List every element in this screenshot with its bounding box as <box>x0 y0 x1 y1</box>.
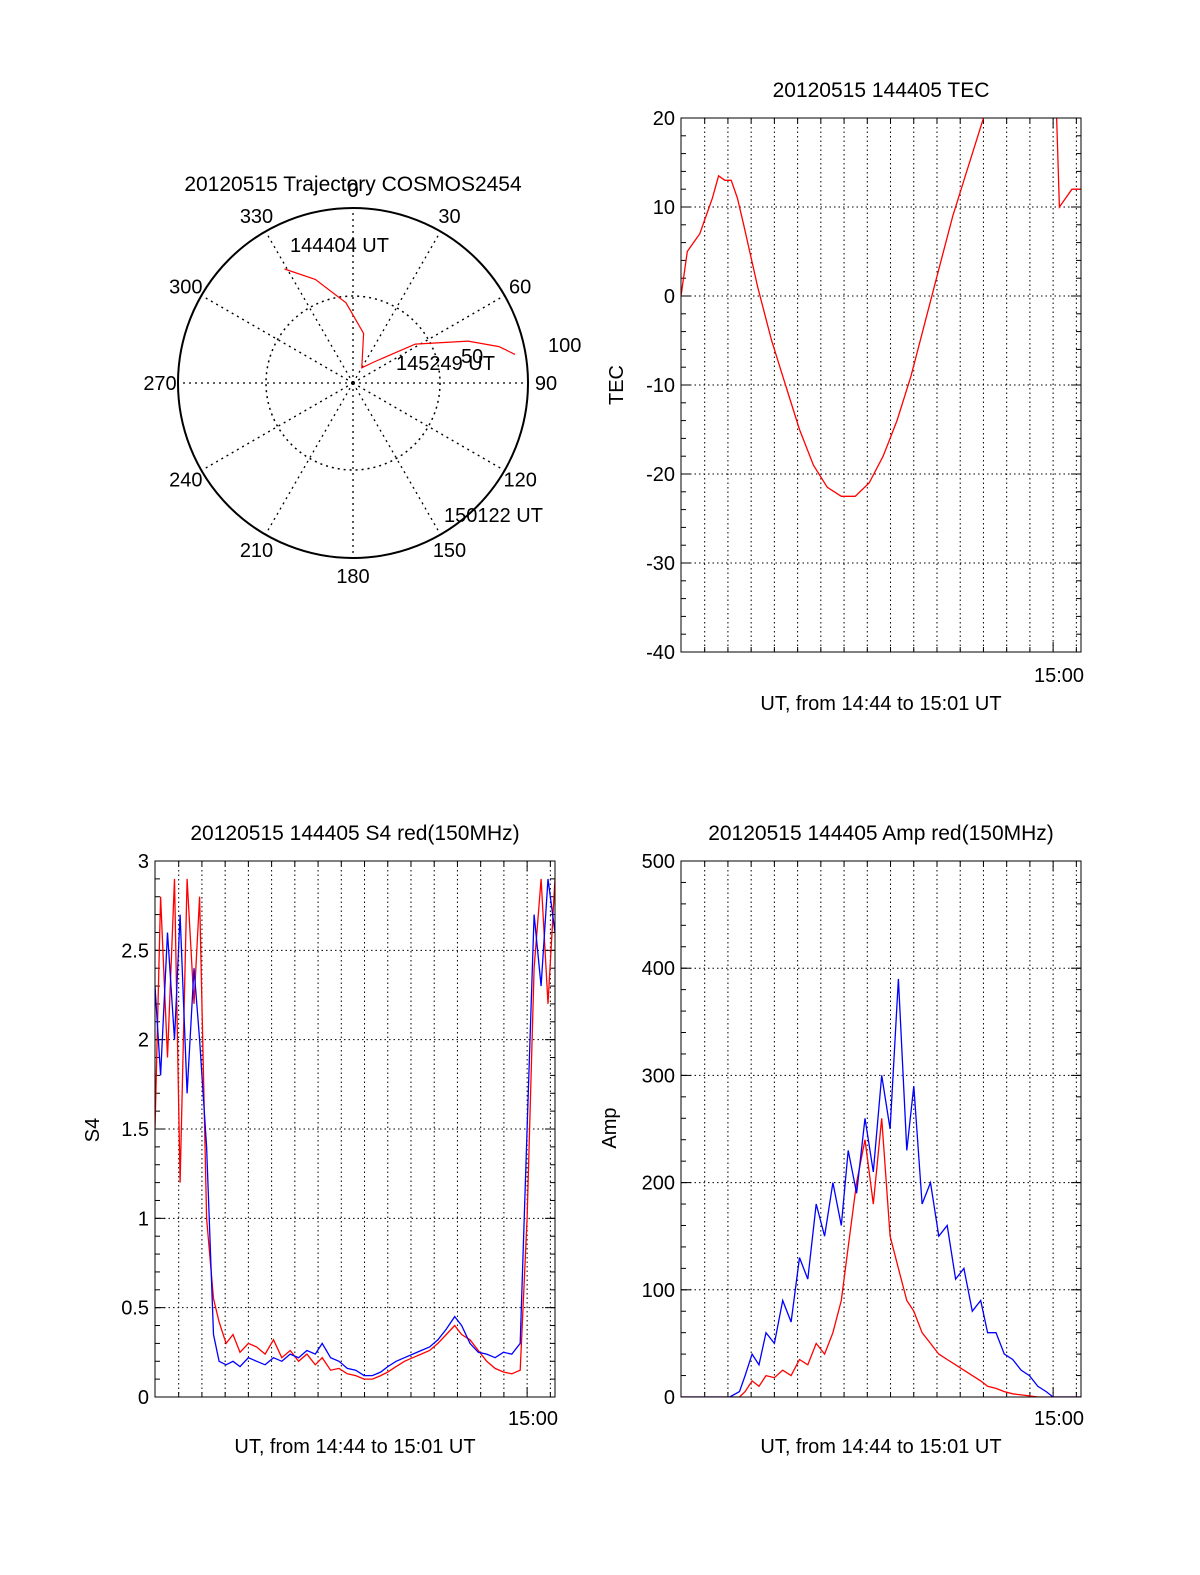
amp-frame <box>680 860 1082 1398</box>
polar-spoke-150 <box>352 382 442 535</box>
s4-frame <box>154 860 556 1398</box>
polar-azimuth-label-90: 90 <box>535 373 557 395</box>
polar-title: 20120515 Trajectory COSMOS2454 <box>184 173 522 196</box>
tec-ytick-label: 0 <box>664 286 675 308</box>
s4-ytick-label: 1 <box>138 1208 149 1230</box>
polar-radial-label-100: 100 <box>548 335 581 357</box>
s4-ytick-label: 1.5 <box>121 1119 149 1141</box>
polar-inner-circle <box>265 295 441 471</box>
amp-series-1 <box>681 978 1081 1397</box>
tec-xlabel: UT, from 14:44 to 15:01 UT <box>760 693 1001 715</box>
tec-ytick-label: -20 <box>646 464 675 486</box>
polar-spoke-300 <box>201 294 354 384</box>
polar-spoke-210 <box>264 382 354 535</box>
polar-azimuth-labels: 0 30 60 90 120 150 180 210 240 270 300 330 <box>143 180 557 588</box>
tec-ytick-label: -40 <box>646 642 675 664</box>
amp-panel: 20120515 144405 Amp red(150MHz) Amp UT, … <box>599 822 1084 1458</box>
polar-spoke-240 <box>201 382 354 472</box>
polar-spokes <box>178 208 528 558</box>
amp-ytick-label: 0 <box>664 1387 675 1409</box>
polar-azimuth-label-0: 0 <box>347 180 358 202</box>
polar-azimuth-label-300: 300 <box>169 277 202 299</box>
tec-ytick-label: -10 <box>646 375 675 397</box>
tec-frame <box>680 117 1082 653</box>
s4-ytick-label: 0 <box>138 1387 149 1409</box>
tec-ytick-label: 10 <box>653 197 675 219</box>
polar-azimuth-label-60: 60 <box>509 277 531 299</box>
polar-azimuth-label-120: 120 <box>503 470 536 492</box>
s4-xlabel: UT, from 14:44 to 15:01 UT <box>234 1436 475 1458</box>
s4-series-1 <box>155 878 555 1377</box>
trajectory-line <box>284 268 516 369</box>
s4-ylabel: S4 <box>82 1118 104 1142</box>
trajectory-end-label: 150122 UT <box>444 505 543 527</box>
amp-xlabel: UT, from 14:44 to 15:01 UT <box>760 1436 1001 1458</box>
s4-title: 20120515 144405 S4 red(150MHz) <box>190 822 519 845</box>
polar-azimuth-label-150: 150 <box>433 540 466 562</box>
amp-xtick-label: 15:00 <box>1034 1408 1084 1430</box>
polar-trajectory-panel: 20120515 Trajectory COSMOS2454 0 30 60 90 12… <box>143 173 581 588</box>
s4-ytick-label: 0.5 <box>121 1298 149 1320</box>
polar-spoke-120 <box>352 382 505 472</box>
amp-series-0 <box>681 1118 1081 1397</box>
trajectory-start-label: 144404 UT <box>290 235 389 257</box>
polar-azimuth-label-330: 330 <box>240 206 273 228</box>
amp-ytick-label: 100 <box>642 1280 675 1302</box>
amp-ytick-label: 200 <box>642 1173 675 1195</box>
polar-radial-label-50: 50 <box>461 346 483 368</box>
polar-spoke-30 <box>352 231 442 384</box>
amp-title: 20120515 144405 Amp red(150MHz) <box>708 822 1054 845</box>
tec-ylabel: TEC <box>606 365 628 405</box>
polar-spoke-60 <box>352 294 505 384</box>
s4-xtick-label: 15:00 <box>508 1408 558 1430</box>
amp-ytick-label: 500 <box>642 851 675 873</box>
tec-series-0 <box>681 118 1081 497</box>
tec-panel: 20120515 144405 TEC TEC UT, from 14:44 t… <box>606 79 1084 715</box>
polar-azimuth-label-210: 210 <box>240 540 273 562</box>
s4-panel: 20120515 144405 S4 red(150MHz) S4 UT, fr… <box>82 822 558 1458</box>
s4-ytick-label: 2 <box>138 1030 149 1052</box>
tec-ytick-label: 20 <box>653 108 675 130</box>
amp-ylabel: Amp <box>599 1107 621 1148</box>
polar-azimuth-label-240: 240 <box>169 470 202 492</box>
amp-ytick-label: 300 <box>642 1065 675 1087</box>
polar-azimuth-label-270: 270 <box>143 373 176 395</box>
amp-ytick-label: 400 <box>642 958 675 980</box>
polar-azimuth-label-30: 30 <box>438 206 460 228</box>
trajectory-mid-label: 145249 UT <box>396 353 495 375</box>
s4-ytick-label: 2.5 <box>121 940 149 962</box>
s4-ytick-label: 3 <box>138 851 149 873</box>
polar-azimuth-label-180: 180 <box>336 566 369 588</box>
tec-xtick-label: 15:00 <box>1034 665 1084 687</box>
tec-title: 20120515 144405 TEC <box>773 79 990 102</box>
tec-ytick-label: -30 <box>646 553 675 575</box>
polar-spoke-330 <box>264 231 354 384</box>
